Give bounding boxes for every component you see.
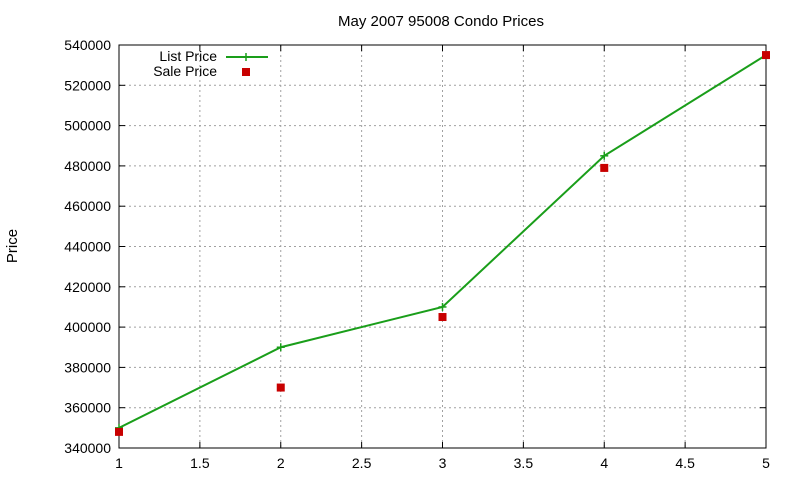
x-tick-label: 2.5 bbox=[352, 455, 372, 471]
list-price-point bbox=[276, 343, 285, 352]
legend-label-list-price: List Price bbox=[159, 48, 217, 64]
x-tick-label: 3 bbox=[439, 455, 447, 471]
y-tick-label: 360000 bbox=[64, 400, 111, 416]
y-tick-label: 400000 bbox=[64, 319, 111, 335]
legend-label-sale-price: Sale Price bbox=[153, 63, 217, 79]
x-tick-label: 1 bbox=[115, 455, 123, 471]
sale-price-point bbox=[600, 163, 609, 172]
y-tick-label: 480000 bbox=[64, 158, 111, 174]
x-tick-label: 4.5 bbox=[675, 455, 695, 471]
y-tick-label: 340000 bbox=[64, 440, 111, 456]
y-tick-label: 420000 bbox=[64, 279, 111, 295]
legend-marker-list-price bbox=[242, 53, 250, 61]
x-tick-label: 4 bbox=[600, 455, 608, 471]
grid bbox=[119, 45, 766, 448]
sale-price-point bbox=[438, 313, 447, 322]
list-price-point bbox=[600, 151, 609, 160]
y-tick-label: 460000 bbox=[64, 198, 111, 214]
y-axis-label: Price bbox=[4, 229, 21, 263]
y-tick-label: 520000 bbox=[64, 77, 111, 93]
chart-title: May 2007 95008 Condo Prices bbox=[338, 13, 544, 30]
series bbox=[115, 51, 770, 436]
sale-price-point bbox=[276, 383, 285, 392]
x-tick-label: 5 bbox=[762, 455, 770, 471]
y-tick-label: 540000 bbox=[64, 37, 111, 53]
x-tick-label: 3.5 bbox=[514, 455, 534, 471]
y-tick-label: 500000 bbox=[64, 118, 111, 134]
legend-marker-sale-price bbox=[242, 68, 250, 76]
list-price-point bbox=[438, 302, 447, 311]
axis-ticks: 1 1.5 2 2.5 3 3.5 4 4.5 5 340000 360000 380000 40000… bbox=[64, 37, 770, 471]
plot-border bbox=[118, 44, 767, 449]
x-tick-label: 1.5 bbox=[190, 455, 210, 471]
y-tick-label: 440000 bbox=[64, 239, 111, 255]
x-tick-label: 2 bbox=[277, 455, 285, 471]
sale-price-point bbox=[762, 51, 770, 60]
legend: List Price Sale Price bbox=[153, 48, 268, 79]
y-tick-label: 380000 bbox=[64, 359, 111, 375]
sale-price-point bbox=[115, 427, 123, 436]
